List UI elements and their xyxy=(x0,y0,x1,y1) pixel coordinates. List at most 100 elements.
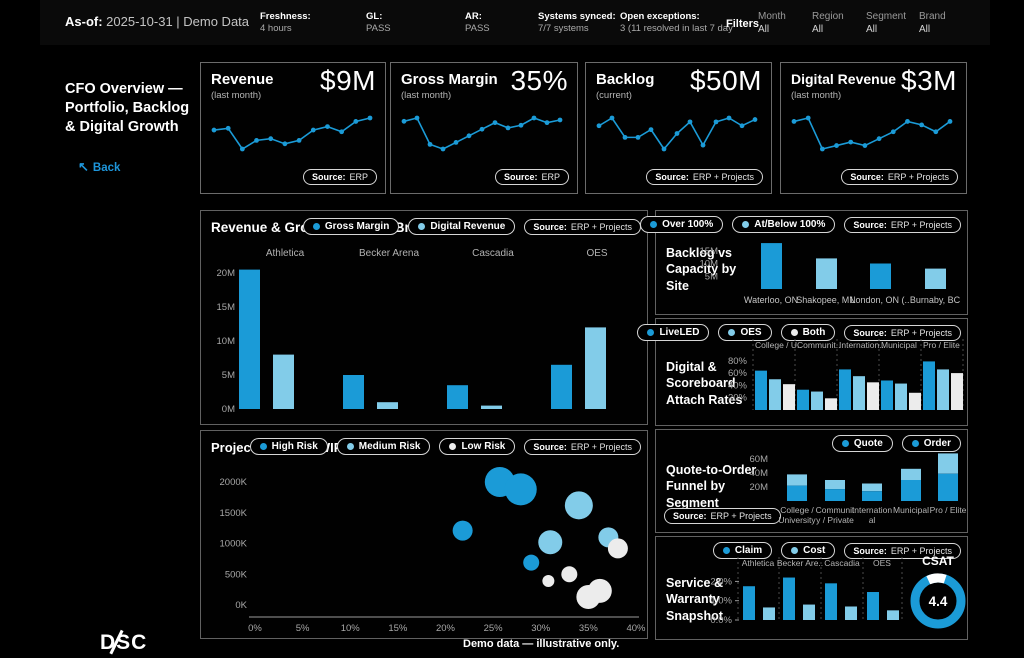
svg-text:OES: OES xyxy=(873,558,891,568)
svg-text:40%: 40% xyxy=(626,623,646,634)
svg-text:y / Private: y / Private xyxy=(816,515,854,525)
legend-at-below-100[interactable]: At/Below 100% xyxy=(732,216,836,233)
legend-oes[interactable]: OES xyxy=(718,324,772,341)
svg-text:Athletica: Athletica xyxy=(266,248,305,259)
source-badge: Source: ERP + Projects xyxy=(844,324,961,341)
digital-revenue-sparkline xyxy=(791,115,953,152)
as-of-label: As-of: xyxy=(65,14,103,29)
stat-gl: GL: PASS xyxy=(366,11,391,34)
svg-text:Becker Arena: Becker Arena xyxy=(359,248,419,259)
legend-dot-icon xyxy=(312,223,320,230)
svg-text:40M: 40M xyxy=(750,468,769,479)
legend-gross-margin[interactable]: Gross Margin xyxy=(302,218,400,235)
filters-label: Filters xyxy=(726,18,760,30)
demo-disclaimer: Demo data — illustrative only. xyxy=(463,638,620,650)
gross-margin-sparkline xyxy=(401,115,563,152)
back-link[interactable]: ↖ Back xyxy=(78,159,120,175)
svg-text:5M: 5M xyxy=(705,271,718,282)
svg-text:Waterloo, ON: Waterloo, ON xyxy=(744,295,798,305)
attach-rates-bar-chart: 20% 40%60%80% College / U..Communit..Inter… xyxy=(728,339,964,410)
revenue-sparkline xyxy=(211,115,373,152)
svg-text:0K: 0K xyxy=(235,600,247,611)
filter-region[interactable]: Region All xyxy=(812,11,844,35)
legend-dot-icon xyxy=(346,443,354,450)
svg-text:1.0%: 1.0% xyxy=(710,596,732,607)
svg-text:2.0%: 2.0% xyxy=(710,576,732,587)
filter-brand[interactable]: Brand All xyxy=(919,11,946,35)
svg-text:40%: 40% xyxy=(728,380,748,391)
legend-high-risk[interactable]: High Risk xyxy=(249,438,328,455)
source-badge: Source: ERP + Projects xyxy=(646,169,763,185)
legend-dot-icon xyxy=(650,221,658,228)
panel-attach-rates: Digital & Scoreboard Attach Rates LiveLE… xyxy=(637,318,968,426)
legend-dot-icon xyxy=(791,547,799,554)
kpi-value: $9M xyxy=(320,65,376,96)
legend-cost[interactable]: Cost xyxy=(781,542,836,559)
source-badge: Source: ERP + Projects xyxy=(844,216,961,233)
kpi-subtitle: (last month) xyxy=(401,90,452,101)
legend-over-100[interactable]: Over 100% xyxy=(640,216,724,233)
legend-claim[interactable]: Claim xyxy=(712,542,773,559)
kpi-value: 35% xyxy=(510,65,568,96)
svg-text:CSAT: CSAT xyxy=(922,554,954,568)
legend-quote[interactable]: Quote xyxy=(831,435,893,452)
svg-text:5M: 5M xyxy=(222,370,235,381)
source-badge: Source: ERP + Projects xyxy=(664,508,781,524)
svg-text:30%: 30% xyxy=(531,623,551,634)
legend-row: Quote Order xyxy=(831,435,961,452)
legend-dot-icon xyxy=(722,547,730,554)
svg-text:Burnaby, BC: Burnaby, BC xyxy=(910,295,961,305)
wip-scatter-chart: 0K 500K 1000K 1500K 2000K 0% 5% 10% 15% 20% 25% 30%… xyxy=(220,467,646,634)
svg-text:20M: 20M xyxy=(750,482,769,493)
legend-order[interactable]: Order xyxy=(901,435,961,452)
panel-title: Service & Warranty Snapshot xyxy=(666,576,723,623)
kpi-subtitle: (last month) xyxy=(211,90,262,101)
kpi-card-digital-revenue: Digital Revenue (last month) $3M Source:… xyxy=(780,62,967,194)
svg-text:Communit..: Communit.. xyxy=(797,340,840,350)
brand-bar-chart: 0M 5M 10M 15M 20M Athletica Becker Arena Cascad… xyxy=(217,248,608,415)
svg-text:Cascadia: Cascadia xyxy=(824,558,860,568)
dsc-logo: DSC xyxy=(100,629,148,655)
panel-quote-to-order-funnel: Quote-to-Order Funnel by Segment Quote O… xyxy=(655,429,968,533)
legend-medium-risk[interactable]: Medium Risk xyxy=(336,438,431,455)
legend-digital-revenue[interactable]: Digital Revenue xyxy=(408,218,516,235)
page-title: CFO Overview — Portfolio, Backlog & Digi… xyxy=(65,81,190,136)
legend-low-risk[interactable]: Low Risk xyxy=(439,438,516,455)
svg-text:Pro / Elite: Pro / Elite xyxy=(923,340,960,350)
svg-text:0.0%: 0.0% xyxy=(710,615,732,626)
kpi-value: $50M xyxy=(689,65,762,96)
panel-service-warranty: Service & Warranty Snapshot Claim Cost S… xyxy=(655,536,968,640)
legend-both[interactable]: Both xyxy=(780,324,836,341)
panel-backlog-vs-capacity: Backlog vs Capacity by Site Over 100% At… xyxy=(640,210,968,315)
legend-dot-icon xyxy=(449,443,457,450)
svg-text:al: al xyxy=(869,515,876,525)
svg-text:15M: 15M xyxy=(217,302,236,313)
back-label: Back xyxy=(92,162,121,174)
service-warranty-chart: 0.0% 1.0% 2.0% Athletica Becker Are.. Cascadi… xyxy=(710,554,966,629)
legend-row: LiveLED OES Both Source: ERP + Projects xyxy=(637,324,961,341)
panel-title: Digital & Scoreboard Attach Rates xyxy=(666,360,743,407)
svg-text:20%: 20% xyxy=(728,393,748,404)
svg-text:College / U..: College / U.. xyxy=(755,340,802,350)
source-badge: Source: ERP xyxy=(494,169,569,185)
legend-row: Gross Margin Digital Revenue Source: ERP … xyxy=(302,218,641,235)
svg-text:10M: 10M xyxy=(700,259,719,270)
kpi-value: $3M xyxy=(901,65,957,96)
legend-dot-icon xyxy=(728,329,736,336)
source-badge: Source: ERP + Projects xyxy=(841,169,958,185)
svg-text:35%: 35% xyxy=(579,623,599,634)
filter-month[interactable]: Month All xyxy=(758,11,786,35)
svg-text:Communit: Communit xyxy=(816,505,855,515)
svg-text:4.4: 4.4 xyxy=(929,594,948,609)
legend-liveled[interactable]: LiveLED xyxy=(637,324,710,341)
stat-ar: AR: PASS xyxy=(465,11,490,34)
source-badge: Source: ERP xyxy=(302,169,377,185)
legend-row: High Risk Medium Risk Low Risk Source: ER… xyxy=(249,438,641,455)
svg-text:10%: 10% xyxy=(341,623,361,634)
svg-text:Internation..: Internation.. xyxy=(839,340,884,350)
panel-revenue-gross-margin-by-brand: Revenue & Gross Margin by Brand Gross Ma… xyxy=(200,210,648,425)
svg-text:5%: 5% xyxy=(296,623,310,634)
kpi-card-backlog: Backlog (current) $50M Source: ERP + Proj… xyxy=(585,62,772,194)
filter-segment[interactable]: Segment All xyxy=(866,11,907,35)
